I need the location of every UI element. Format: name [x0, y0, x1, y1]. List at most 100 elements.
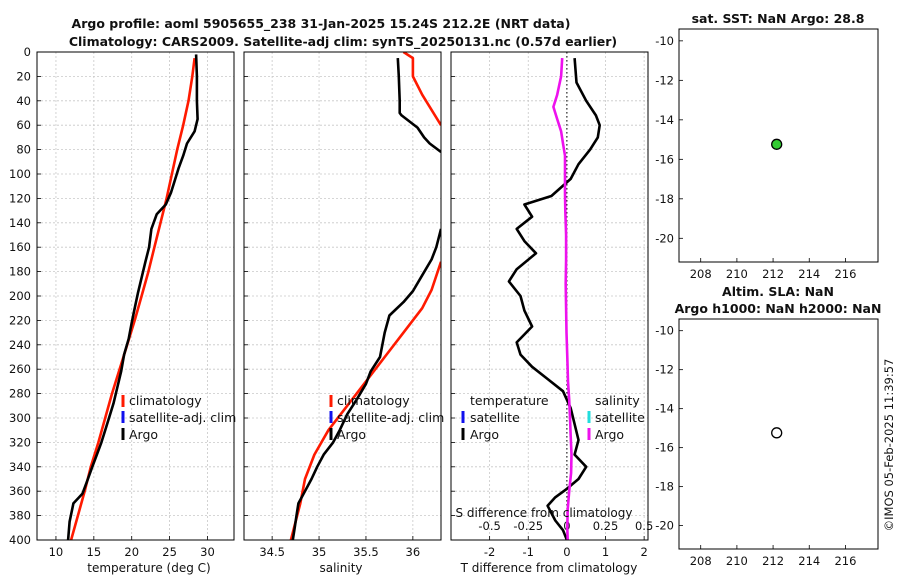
x-tick-label: 212	[762, 554, 784, 568]
x-tick-label: 30	[200, 545, 215, 559]
y-tick-label: -16	[655, 441, 674, 455]
x-tick-label: 2	[640, 545, 647, 559]
y-tick-label: 80	[16, 143, 31, 157]
y-tick-label: 0	[24, 45, 31, 59]
sst-map-panel: 208 210 212 214 216 -10 -12 -14 -16 -18 -20	[655, 28, 879, 281]
x-tick-label: 36	[406, 545, 421, 559]
x-tick-label: -1	[523, 545, 534, 559]
x-tick-label: 214	[798, 554, 820, 568]
y-tick-label: 40	[16, 94, 31, 108]
y-tick-label: 200	[9, 289, 31, 303]
y-tick-label: 380	[9, 509, 31, 523]
x-tick-label: 34.5	[259, 545, 285, 559]
x-tick-label: 210	[726, 267, 748, 281]
t-difference-x-label: T difference from climatology	[460, 561, 638, 575]
plot-frame	[450, 51, 649, 541]
x-tick-label: 216	[834, 554, 856, 568]
y-tick-label: -10	[655, 34, 674, 48]
y-tick-label: 320	[9, 435, 31, 449]
sla-map-title-line1: Altim. SLA: NaN	[722, 284, 834, 299]
legend-label-s-argo: Argo	[595, 427, 624, 442]
y-tick-label: -16	[655, 152, 674, 166]
temperature-x-label: temperature (deg C)	[87, 561, 210, 575]
y-tick-label: 400	[9, 533, 31, 547]
y-tick-label: 280	[9, 387, 31, 401]
salinity-legend: climatology satellite-adj. clim Argo	[329, 393, 444, 442]
s-diff-tick-label: 0.5	[635, 519, 653, 533]
y-tick-label: -14	[655, 402, 674, 416]
y-tick-label: 340	[9, 460, 31, 474]
s-diff-tick-label: 0.25	[593, 519, 619, 533]
x-tick-label: 210	[726, 554, 748, 568]
profile-location-point	[771, 427, 783, 439]
legend-header-salinity: salinity	[595, 393, 640, 408]
y-tick-label: 160	[9, 240, 31, 254]
series-line-argo-t-diff	[507, 57, 602, 540]
y-tick-label: -10	[655, 324, 674, 338]
y-tick-label: -18	[655, 480, 674, 494]
plot-frame	[243, 51, 442, 541]
y-tick-label: 240	[9, 338, 31, 352]
x-tick-label: 216	[834, 267, 856, 281]
s-diff-tick-label: -0.5	[478, 519, 500, 533]
x-tick-label: 10	[49, 545, 64, 559]
x-tick-label: 214	[798, 267, 820, 281]
series-line-climatology	[402, 52, 441, 126]
x-tick-label: 0	[563, 545, 570, 559]
y-tick-label: -20	[655, 231, 674, 245]
difference-legend: temperature salinity satellite Argo sate…	[461, 393, 645, 442]
legend-header-temperature: temperature	[470, 393, 549, 408]
legend-label-climatology: climatology	[129, 393, 202, 408]
y-tick-label: -12	[655, 363, 674, 377]
series-line-argo	[66, 54, 199, 540]
series-line-climatology	[289, 261, 441, 540]
salinity-x-label: salinity	[319, 561, 362, 575]
y-tick-label: 300	[9, 411, 31, 425]
s-diff-tick-label: -0.25	[513, 519, 543, 533]
sla-map-panel: 208 210 212 214 216 -10 -12 -14 -16 -18 -20	[655, 318, 879, 568]
x-tick-label: 20	[124, 545, 139, 559]
difference-panel: -2 -1 0 1 2-0.5 -0.25 0 0.25 0.5	[450, 51, 653, 559]
series-line-argo	[396, 58, 441, 154]
y-tick-label: -20	[655, 519, 674, 533]
x-tick-label: -2	[484, 545, 495, 559]
legend-label-s-satellite: satellite	[595, 410, 645, 425]
x-tick-label: 25	[162, 545, 177, 559]
y-tick-label: 260	[9, 362, 31, 376]
x-tick-label: 35	[312, 545, 327, 559]
legend-label-argo: Argo	[129, 427, 158, 442]
figure-title-line2: Climatology: CARS2009. Satellite-adj cli…	[69, 34, 617, 50]
temperature-panel: 10 15 20 25 30020406080100120140160180200220…	[9, 45, 235, 559]
plot-frame	[36, 51, 235, 541]
x-tick-label: 212	[762, 267, 784, 281]
y-tick-label: 360	[9, 484, 31, 498]
y-tick-label: 220	[9, 313, 31, 327]
s-difference-x-label: S difference from climatology	[456, 506, 633, 520]
series-line-argo	[291, 228, 441, 540]
y-tick-label: -12	[655, 73, 674, 87]
y-tick-label: 60	[16, 118, 31, 132]
imos-watermark: ©IMOS 05-Feb-2025 11:39:57	[882, 359, 896, 532]
y-tick-label: 140	[9, 216, 31, 230]
temperature-legend: climatology satellite-adj. clim Argo	[121, 393, 236, 442]
y-tick-label: 120	[9, 191, 31, 205]
legend-label-t-satellite: satellite	[470, 410, 520, 425]
x-tick-label: 208	[690, 554, 712, 568]
legend-label-t-argo: Argo	[470, 427, 499, 442]
legend-label-satellite: satellite-adj. clim	[337, 410, 444, 425]
x-tick-label: 35.5	[353, 545, 379, 559]
figure-title-line1: Argo profile: aoml 5905655_238 31-Jan-20…	[72, 16, 571, 32]
legend-label-satellite: satellite-adj. clim	[129, 410, 236, 425]
salinity-panel: 34.5 35 35.5 36	[243, 51, 442, 559]
sst-map-title: sat. SST: NaN Argo: 28.8	[692, 11, 865, 26]
y-tick-label: 180	[9, 265, 31, 279]
x-tick-label: 1	[602, 545, 609, 559]
series-line-climatology	[69, 57, 196, 540]
legend-label-climatology: climatology	[337, 393, 410, 408]
y-tick-label: -14	[655, 113, 674, 127]
x-tick-label: 208	[690, 267, 712, 281]
sla-map-title-line2: Argo h1000: NaN h2000: NaN	[675, 301, 882, 316]
y-tick-label: 100	[9, 167, 31, 181]
y-tick-label: 20	[16, 69, 31, 83]
